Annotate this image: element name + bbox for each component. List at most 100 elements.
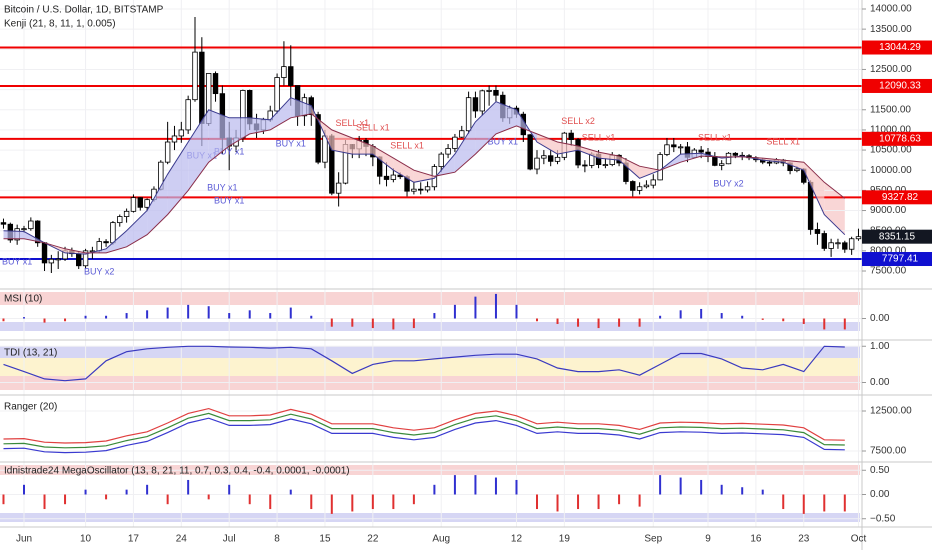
histogram-bar	[228, 313, 231, 319]
level-label: 10778.63	[879, 133, 921, 144]
x-tick-label: Jun	[16, 534, 32, 545]
candle-body	[855, 236, 862, 240]
candle-body	[650, 179, 656, 186]
kenji-cloud	[393, 158, 414, 183]
x-tick-label: 19	[559, 534, 571, 545]
candle-body	[828, 242, 834, 249]
kenji-cloud	[126, 210, 148, 247]
candle-body	[82, 250, 89, 267]
candle-body	[534, 157, 540, 170]
kenji-line	[3, 113, 846, 254]
candle-body	[21, 228, 27, 231]
level-label: 13044.29	[879, 42, 921, 53]
candle-body	[493, 90, 499, 96]
kenji-cloud	[290, 97, 312, 118]
histogram-bar	[269, 313, 272, 319]
signal-label: SELL x1	[698, 132, 732, 142]
candle-body	[144, 199, 150, 208]
histogram-bar	[187, 304, 190, 319]
kenji-cloud	[372, 146, 394, 171]
candle-body	[541, 155, 547, 159]
kenji-cloud	[352, 138, 373, 155]
y-tick-label: 0.00	[870, 313, 890, 324]
candle-body	[465, 97, 472, 132]
histogram-bar	[638, 318, 641, 327]
y-tick-label: 8000.00	[870, 245, 907, 256]
histogram-bar	[64, 494, 67, 505]
histogram-bar	[289, 307, 292, 319]
indicator-line	[3, 345, 845, 382]
y-tick-label: 14000.00	[870, 4, 912, 15]
y-tick-label: 10000.00	[870, 165, 912, 176]
y-tick-label: 12500.00	[870, 406, 912, 417]
kenji-cloud	[106, 230, 127, 253]
x-tick-label: 22	[367, 534, 379, 545]
signal-label: SELL x1	[356, 122, 390, 132]
histogram-bar	[536, 318, 538, 322]
candle-body	[390, 174, 397, 180]
histogram-bar	[679, 310, 682, 319]
candle-body	[527, 134, 533, 170]
x-tick-label: Sep	[644, 534, 662, 545]
candle-body	[178, 129, 185, 137]
level-tag	[862, 190, 932, 205]
level-tag	[862, 78, 932, 93]
histogram-bar	[802, 494, 805, 514]
candle-body	[383, 175, 390, 180]
y-tick-label: 0.00	[870, 377, 890, 388]
candle-body	[794, 168, 800, 172]
candle-body	[479, 90, 485, 112]
signal-label: SELL x1	[335, 118, 369, 128]
candle-body	[199, 51, 205, 124]
candle-body	[445, 148, 451, 155]
x-tick-label: 15	[319, 534, 331, 545]
candle-body	[664, 144, 670, 155]
y-tick-label: 13500.00	[870, 24, 912, 35]
histogram-bar	[782, 494, 785, 510]
histogram-bar	[351, 318, 354, 327]
histogram-bar	[248, 494, 251, 505]
signal-label: BUY x1	[207, 183, 237, 193]
candle-body	[602, 164, 609, 166]
histogram-bar	[556, 318, 559, 324]
histogram-bar	[659, 475, 662, 495]
kenji-cloud	[578, 146, 599, 159]
histogram-bar	[494, 477, 497, 495]
histogram-bar	[843, 318, 846, 330]
signal-label: SELL x1	[390, 140, 424, 150]
histogram-bar	[166, 494, 169, 505]
candle-body	[554, 156, 561, 162]
candle-body	[766, 161, 773, 164]
kenji-cloud	[537, 133, 558, 155]
indicator-line	[3, 407, 845, 444]
indicator-title: Kenji (21, 8, 11, 1, 0.005)	[4, 19, 116, 30]
x-tick-label: 12	[511, 534, 523, 545]
candle-body	[34, 220, 41, 244]
level-label: 7797.41	[882, 254, 919, 265]
candle-body	[677, 146, 684, 149]
histogram-bar	[412, 318, 415, 329]
last-price-tag	[862, 229, 932, 244]
x-tick-label: Jul	[223, 534, 236, 545]
candle-body	[192, 51, 198, 101]
signal-label: BUY x1	[2, 257, 32, 267]
histogram-bar	[330, 494, 333, 514]
candle-body	[123, 210, 130, 217]
kenji-cloud	[680, 153, 702, 163]
x-tick-label: 16	[750, 534, 762, 545]
histogram-bar	[843, 494, 846, 512]
histogram-bar	[823, 494, 826, 512]
x-tick-label: 9	[705, 534, 711, 545]
histogram-bar	[474, 475, 477, 495]
histogram-bar	[618, 494, 621, 505]
tdi-lower-band	[0, 376, 860, 390]
histogram-bar	[269, 494, 272, 510]
histogram-bar	[597, 318, 600, 329]
candle-body	[335, 182, 342, 194]
histogram-bar	[720, 313, 723, 319]
histogram-bar	[515, 479, 518, 495]
histogram-bar	[700, 308, 703, 319]
histogram-bar	[371, 494, 374, 510]
candle-body	[130, 197, 137, 212]
level-tag	[862, 40, 932, 55]
